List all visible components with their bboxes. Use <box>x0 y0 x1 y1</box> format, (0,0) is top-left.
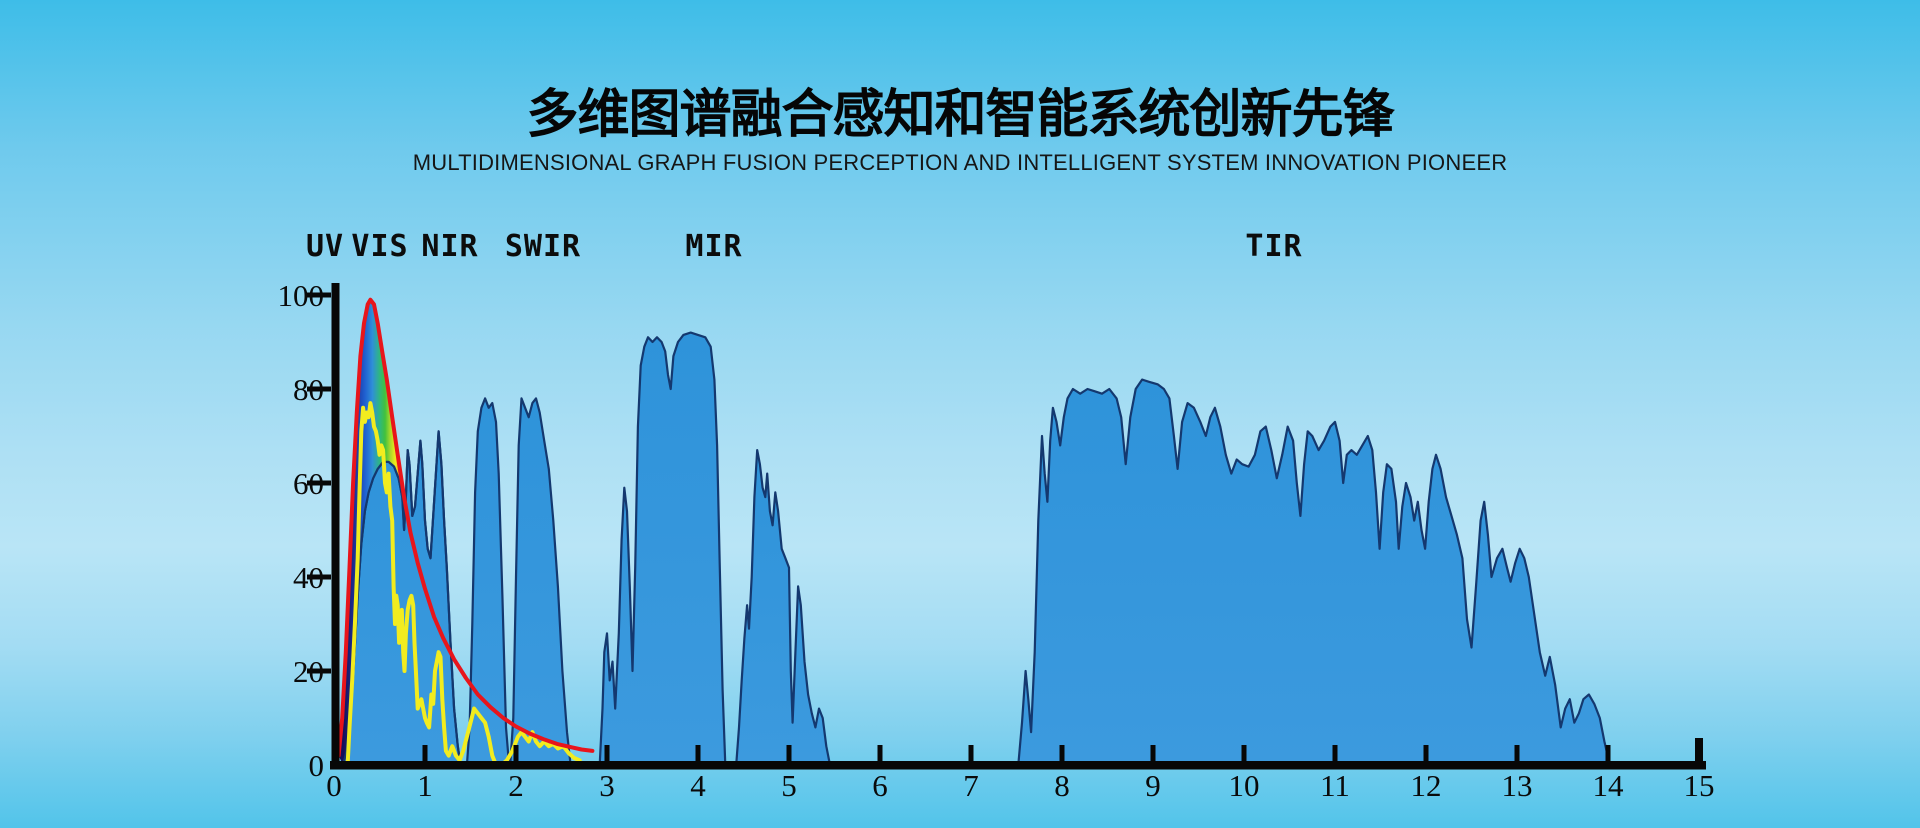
x-tick-label: 2 <box>508 768 524 803</box>
x-tick <box>968 745 974 761</box>
x-tick <box>877 745 883 761</box>
x-tick <box>1332 745 1338 761</box>
x-tick-label: 13 <box>1502 768 1533 803</box>
transmission-window-area <box>735 449 832 767</box>
x-tick-label: 14 <box>1593 768 1625 803</box>
x-tick <box>1514 745 1520 761</box>
x-tick-label: 12 <box>1411 768 1442 803</box>
band-label-mir: MIR <box>685 229 743 264</box>
solar-ground-curve <box>345 401 582 767</box>
band-label-tir: TIR <box>1245 229 1303 264</box>
x-tick-label: 6 <box>872 768 888 803</box>
transmission-window-area <box>509 397 572 767</box>
y-axis <box>331 283 340 769</box>
x-tick-label: 0 <box>326 768 342 803</box>
band-label-vis: VIS <box>351 229 409 264</box>
y-tick <box>307 292 331 298</box>
x-tick-label: 9 <box>1145 768 1161 803</box>
x-tick <box>1605 745 1611 761</box>
band-label-uv: UV <box>305 229 345 264</box>
x-tick <box>695 745 701 761</box>
y-tick-label: 40 <box>293 560 324 595</box>
y-tick <box>307 480 331 486</box>
x-tick-label: 10 <box>1229 768 1260 803</box>
x-axis <box>330 761 1706 770</box>
x-tick <box>786 745 792 761</box>
y-tick <box>307 574 331 580</box>
x-tick-label: 3 <box>599 768 615 803</box>
transmission-window-area <box>598 331 727 767</box>
x-tick <box>1150 745 1156 761</box>
transmission-window-outline <box>342 430 462 766</box>
y-tick <box>307 668 331 674</box>
x-tick <box>1423 745 1429 761</box>
y-tick-label: 20 <box>293 654 324 689</box>
y-tick <box>307 386 331 392</box>
y-tick-label: 80 <box>293 372 324 407</box>
x-tick-label: 11 <box>1320 768 1350 803</box>
page-title: 多维图谱融合感知和智能系统创新先锋 <box>526 85 1394 145</box>
visible-spectrum-rainbow-fill <box>338 299 405 765</box>
y-tick-label: 60 <box>293 466 324 501</box>
transmission-window-area <box>1017 378 1611 767</box>
x-tick <box>604 745 610 761</box>
band-label-swir: SWIR <box>504 229 582 264</box>
x-tick <box>513 745 519 761</box>
x-tick <box>1241 745 1247 761</box>
y-tick-label: 0 <box>309 748 325 783</box>
y-tick-label: 100 <box>278 278 325 313</box>
blackbody-curve <box>336 297 595 758</box>
x-tick-label: 7 <box>963 768 979 803</box>
x-tick-label: 15 <box>1684 768 1715 803</box>
x-tick-label: 8 <box>1054 768 1070 803</box>
page-subtitle: MULTIDIMENSIONAL GRAPH FUSION PERCEPTION… <box>412 150 1508 175</box>
x-axis-end-tick <box>1695 738 1703 768</box>
x-tick <box>422 745 428 761</box>
x-tick-label: 1 <box>417 768 433 803</box>
band-label-nir: NIR <box>421 229 479 264</box>
x-tick <box>1059 745 1065 761</box>
transmission-window-area <box>465 397 510 767</box>
x-tick-label: 4 <box>690 768 706 803</box>
x-tick-label: 5 <box>781 768 797 803</box>
